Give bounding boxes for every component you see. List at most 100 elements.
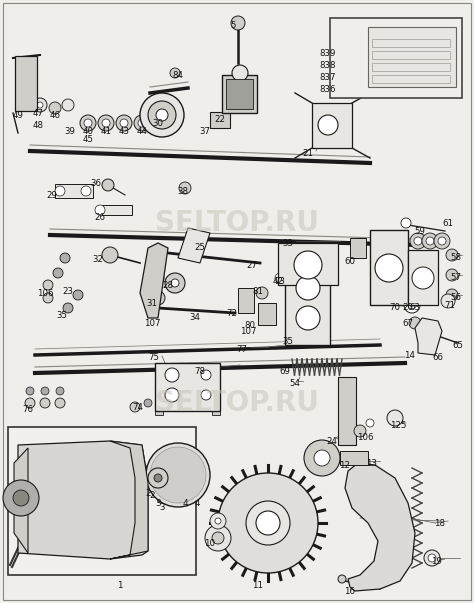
Circle shape	[412, 267, 434, 289]
Text: 107: 107	[240, 326, 256, 335]
Bar	[155, 411, 163, 415]
Circle shape	[55, 398, 65, 408]
Text: 46: 46	[49, 110, 61, 119]
Text: 1: 1	[117, 581, 123, 590]
Circle shape	[366, 419, 374, 427]
Bar	[372, 51, 450, 59]
Text: 106: 106	[37, 288, 53, 297]
Text: 12: 12	[339, 461, 350, 470]
Circle shape	[150, 447, 206, 503]
Circle shape	[446, 289, 458, 301]
Text: 57: 57	[450, 273, 462, 282]
Text: 45: 45	[82, 134, 93, 144]
Bar	[340, 451, 368, 465]
Text: 31: 31	[146, 298, 157, 308]
Text: 73: 73	[274, 277, 285, 285]
Bar	[222, 75, 257, 113]
Bar	[285, 260, 330, 345]
Circle shape	[102, 247, 118, 263]
Circle shape	[231, 16, 245, 30]
Circle shape	[134, 115, 150, 131]
Circle shape	[165, 368, 179, 382]
Circle shape	[165, 273, 185, 293]
Circle shape	[404, 297, 420, 313]
Text: 26: 26	[94, 212, 106, 221]
Circle shape	[318, 115, 338, 135]
Circle shape	[151, 291, 165, 305]
Circle shape	[81, 186, 91, 196]
Circle shape	[296, 306, 320, 330]
Text: 63: 63	[410, 303, 420, 312]
Text: 838: 838	[320, 60, 336, 69]
Circle shape	[441, 294, 455, 308]
Circle shape	[438, 237, 446, 245]
Text: 54: 54	[290, 379, 301, 388]
Text: 72: 72	[227, 309, 237, 318]
Text: 13: 13	[366, 458, 377, 467]
Bar	[338, 377, 356, 445]
Circle shape	[144, 399, 152, 407]
Circle shape	[154, 474, 162, 482]
Text: 61: 61	[443, 218, 454, 227]
Text: 67: 67	[402, 318, 413, 327]
Circle shape	[424, 550, 440, 566]
Circle shape	[140, 93, 184, 137]
Text: 76: 76	[22, 405, 34, 414]
Circle shape	[387, 410, 403, 426]
Circle shape	[354, 425, 366, 437]
Circle shape	[62, 99, 74, 111]
Circle shape	[130, 402, 140, 412]
Polygon shape	[415, 318, 442, 355]
Text: 2: 2	[145, 488, 151, 497]
Circle shape	[40, 398, 50, 408]
Text: 56: 56	[450, 292, 462, 302]
Circle shape	[410, 233, 426, 249]
Circle shape	[338, 575, 346, 583]
Circle shape	[401, 218, 411, 228]
Text: 839: 839	[320, 48, 336, 57]
Circle shape	[43, 280, 53, 290]
Circle shape	[409, 317, 421, 329]
Circle shape	[37, 102, 43, 108]
Text: 19: 19	[430, 557, 441, 566]
Text: 25: 25	[194, 244, 206, 253]
Circle shape	[218, 473, 318, 573]
Circle shape	[212, 532, 224, 544]
Circle shape	[98, 115, 114, 131]
Text: 3: 3	[159, 502, 165, 511]
Text: 75: 75	[148, 353, 159, 362]
Text: 10: 10	[204, 538, 216, 548]
Polygon shape	[140, 243, 168, 318]
Bar	[212, 411, 220, 415]
Text: 49: 49	[13, 110, 23, 119]
Text: 32: 32	[92, 254, 103, 264]
Bar	[368, 27, 456, 87]
Circle shape	[232, 65, 248, 81]
Text: 41: 41	[100, 127, 111, 136]
Text: 34: 34	[190, 314, 201, 323]
Bar	[278, 243, 338, 285]
Text: 22: 22	[215, 115, 226, 124]
Circle shape	[102, 119, 110, 127]
Circle shape	[148, 101, 176, 129]
Text: 66: 66	[432, 353, 444, 362]
Text: 58: 58	[450, 253, 462, 262]
Circle shape	[41, 387, 49, 395]
Text: 125: 125	[390, 420, 406, 429]
Text: 23: 23	[63, 286, 73, 295]
Circle shape	[26, 387, 34, 395]
Circle shape	[116, 115, 132, 131]
Text: 48: 48	[33, 121, 44, 130]
Circle shape	[120, 119, 128, 127]
Circle shape	[3, 480, 39, 516]
Text: 69: 69	[280, 367, 291, 376]
Text: 24: 24	[327, 437, 337, 446]
Circle shape	[256, 511, 280, 535]
Circle shape	[43, 293, 53, 303]
Circle shape	[60, 253, 70, 263]
Text: 14: 14	[404, 350, 416, 359]
Circle shape	[55, 186, 65, 196]
Circle shape	[146, 443, 210, 507]
Circle shape	[49, 102, 61, 114]
Text: 837: 837	[320, 72, 336, 81]
